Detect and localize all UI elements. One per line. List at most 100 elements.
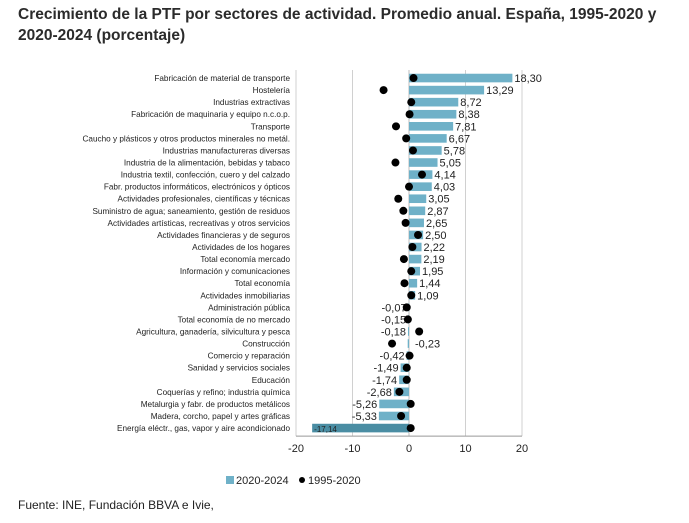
dot-1995-2020 xyxy=(408,243,417,252)
category-label: Información y comunicaciones xyxy=(180,267,290,276)
value-label: -0,15 xyxy=(381,314,406,326)
category-label: Industrias manufactureras diversas xyxy=(163,146,290,155)
bar xyxy=(409,254,422,264)
value-label: 4,03 xyxy=(434,182,455,194)
value-label: 5,05 xyxy=(440,158,461,170)
dot-1995-2020 xyxy=(395,387,404,396)
value-label: -1,74 xyxy=(372,375,397,387)
value-label: -2,68 xyxy=(367,387,392,399)
category-label: Fabr. productos informáticos, electrónic… xyxy=(104,183,290,192)
legend-label-2020-2024: 2020-2024 xyxy=(236,475,289,487)
value-label: 1,95 xyxy=(422,266,443,278)
legend-swatch-1995-2020 xyxy=(299,477,305,483)
x-tick-label: 0 xyxy=(406,443,412,455)
category-label: Total economía de no mercado xyxy=(178,315,291,324)
value-label: 2,50 xyxy=(425,230,446,242)
value-label: 5,78 xyxy=(444,145,465,157)
category-label: Total economía xyxy=(234,279,290,288)
bar xyxy=(409,73,513,83)
bar xyxy=(409,194,427,204)
bar xyxy=(379,399,409,409)
value-label: -5,33 xyxy=(352,411,377,423)
category-label: Sanidad y servicios sociales xyxy=(188,364,290,373)
dot-1995-2020 xyxy=(391,158,400,167)
dot-1995-2020 xyxy=(400,279,409,288)
value-label: 7,81 xyxy=(455,121,476,133)
category-label: Coquerías y refino; industria química xyxy=(157,388,291,397)
value-label: -5,26 xyxy=(352,399,377,411)
category-label: Energía eléctr., gas, vapor y aire acond… xyxy=(117,424,290,433)
value-label: 8,38 xyxy=(458,109,479,121)
bar xyxy=(409,158,438,167)
value-label: -0,18 xyxy=(381,327,406,339)
category-label: Actividades inmobiliarias xyxy=(200,291,290,300)
category-label: Industria de la alimentación, bebidas y … xyxy=(124,159,291,168)
bar xyxy=(409,218,424,228)
bar xyxy=(409,146,442,155)
value-label: 2,87 xyxy=(427,206,448,218)
bar xyxy=(409,206,426,216)
bar xyxy=(312,423,409,433)
source-note: Fuente: INE, Fundación BBVA e Ivie, xyxy=(18,498,214,512)
category-label: Fabricación de material de transporte xyxy=(154,74,290,83)
value-label: 2,19 xyxy=(423,254,444,266)
dot-1995-2020 xyxy=(394,194,403,203)
value-label: -0,23 xyxy=(415,339,440,351)
category-label: Educación xyxy=(252,376,291,385)
x-tick-label: -10 xyxy=(345,443,361,455)
dot-1995-2020 xyxy=(405,351,414,360)
dot-1995-2020 xyxy=(408,146,417,155)
dot-1995-2020 xyxy=(405,182,413,191)
category-label: Total economía mercado xyxy=(200,255,290,264)
bar xyxy=(409,182,432,191)
value-label: 2,22 xyxy=(424,242,445,254)
value-label: 4,14 xyxy=(434,170,455,182)
dot-1995-2020 xyxy=(407,291,416,300)
dot-1995-2020 xyxy=(406,399,415,408)
legend-label-1995-2020: 1995-2020 xyxy=(308,475,361,487)
bar xyxy=(407,339,409,348)
category-label: Metalurgia y fabr. de productos metálico… xyxy=(141,400,290,409)
value-label: 6,67 xyxy=(449,133,470,145)
bar xyxy=(407,327,409,336)
dot-1995-2020 xyxy=(407,98,416,107)
x-tick-label: 10 xyxy=(459,443,471,455)
dot-1995-2020 xyxy=(388,339,397,348)
bar xyxy=(409,278,418,288)
category-label: Madera, corcho, papel y artes gráficas xyxy=(151,412,290,421)
value-label: 1,09 xyxy=(417,290,438,302)
dot-1995-2020 xyxy=(415,327,424,336)
bar xyxy=(378,411,409,421)
category-label: Agricultura, ganadería, silvicultura y p… xyxy=(136,328,290,337)
category-label: Actividades profesionales, científicas y… xyxy=(118,195,290,204)
dot-1995-2020 xyxy=(402,303,411,312)
value-label: -0,42 xyxy=(380,351,405,363)
bar xyxy=(409,134,447,143)
dot-1995-2020 xyxy=(402,363,411,372)
category-label: Fabricación de maquinaria y equipo n.c.o… xyxy=(131,110,290,119)
category-label: Caucho y plásticos y otros productos min… xyxy=(82,134,290,143)
category-label: Comercio y reparación xyxy=(208,352,291,361)
value-label: -0,07 xyxy=(382,302,407,314)
bar xyxy=(409,109,457,119)
dot-1995-2020 xyxy=(414,230,423,239)
dot-1995-2020 xyxy=(403,315,412,324)
category-label: Actividades financieras y de seguros xyxy=(157,231,290,240)
bar xyxy=(409,85,485,95)
category-label: Actividades artísticas, recreativas y ot… xyxy=(108,219,290,228)
dot-1995-2020 xyxy=(406,424,415,433)
bar xyxy=(409,122,454,131)
category-label: Industrias extractivas xyxy=(213,98,290,107)
value-label: 1,44 xyxy=(419,278,440,290)
value-label: 3,05 xyxy=(428,194,449,206)
category-label: Industria textil, confección, cuero y de… xyxy=(121,171,291,180)
category-label: Transporte xyxy=(251,122,291,131)
dot-1995-2020 xyxy=(397,411,406,420)
dot-1995-2020 xyxy=(401,218,410,227)
dot-1995-2020 xyxy=(379,86,388,95)
bar xyxy=(409,97,459,107)
category-label: Construcción xyxy=(242,340,290,349)
legend-swatch-2020-2024 xyxy=(226,476,234,484)
x-tick-label: -20 xyxy=(288,443,304,455)
